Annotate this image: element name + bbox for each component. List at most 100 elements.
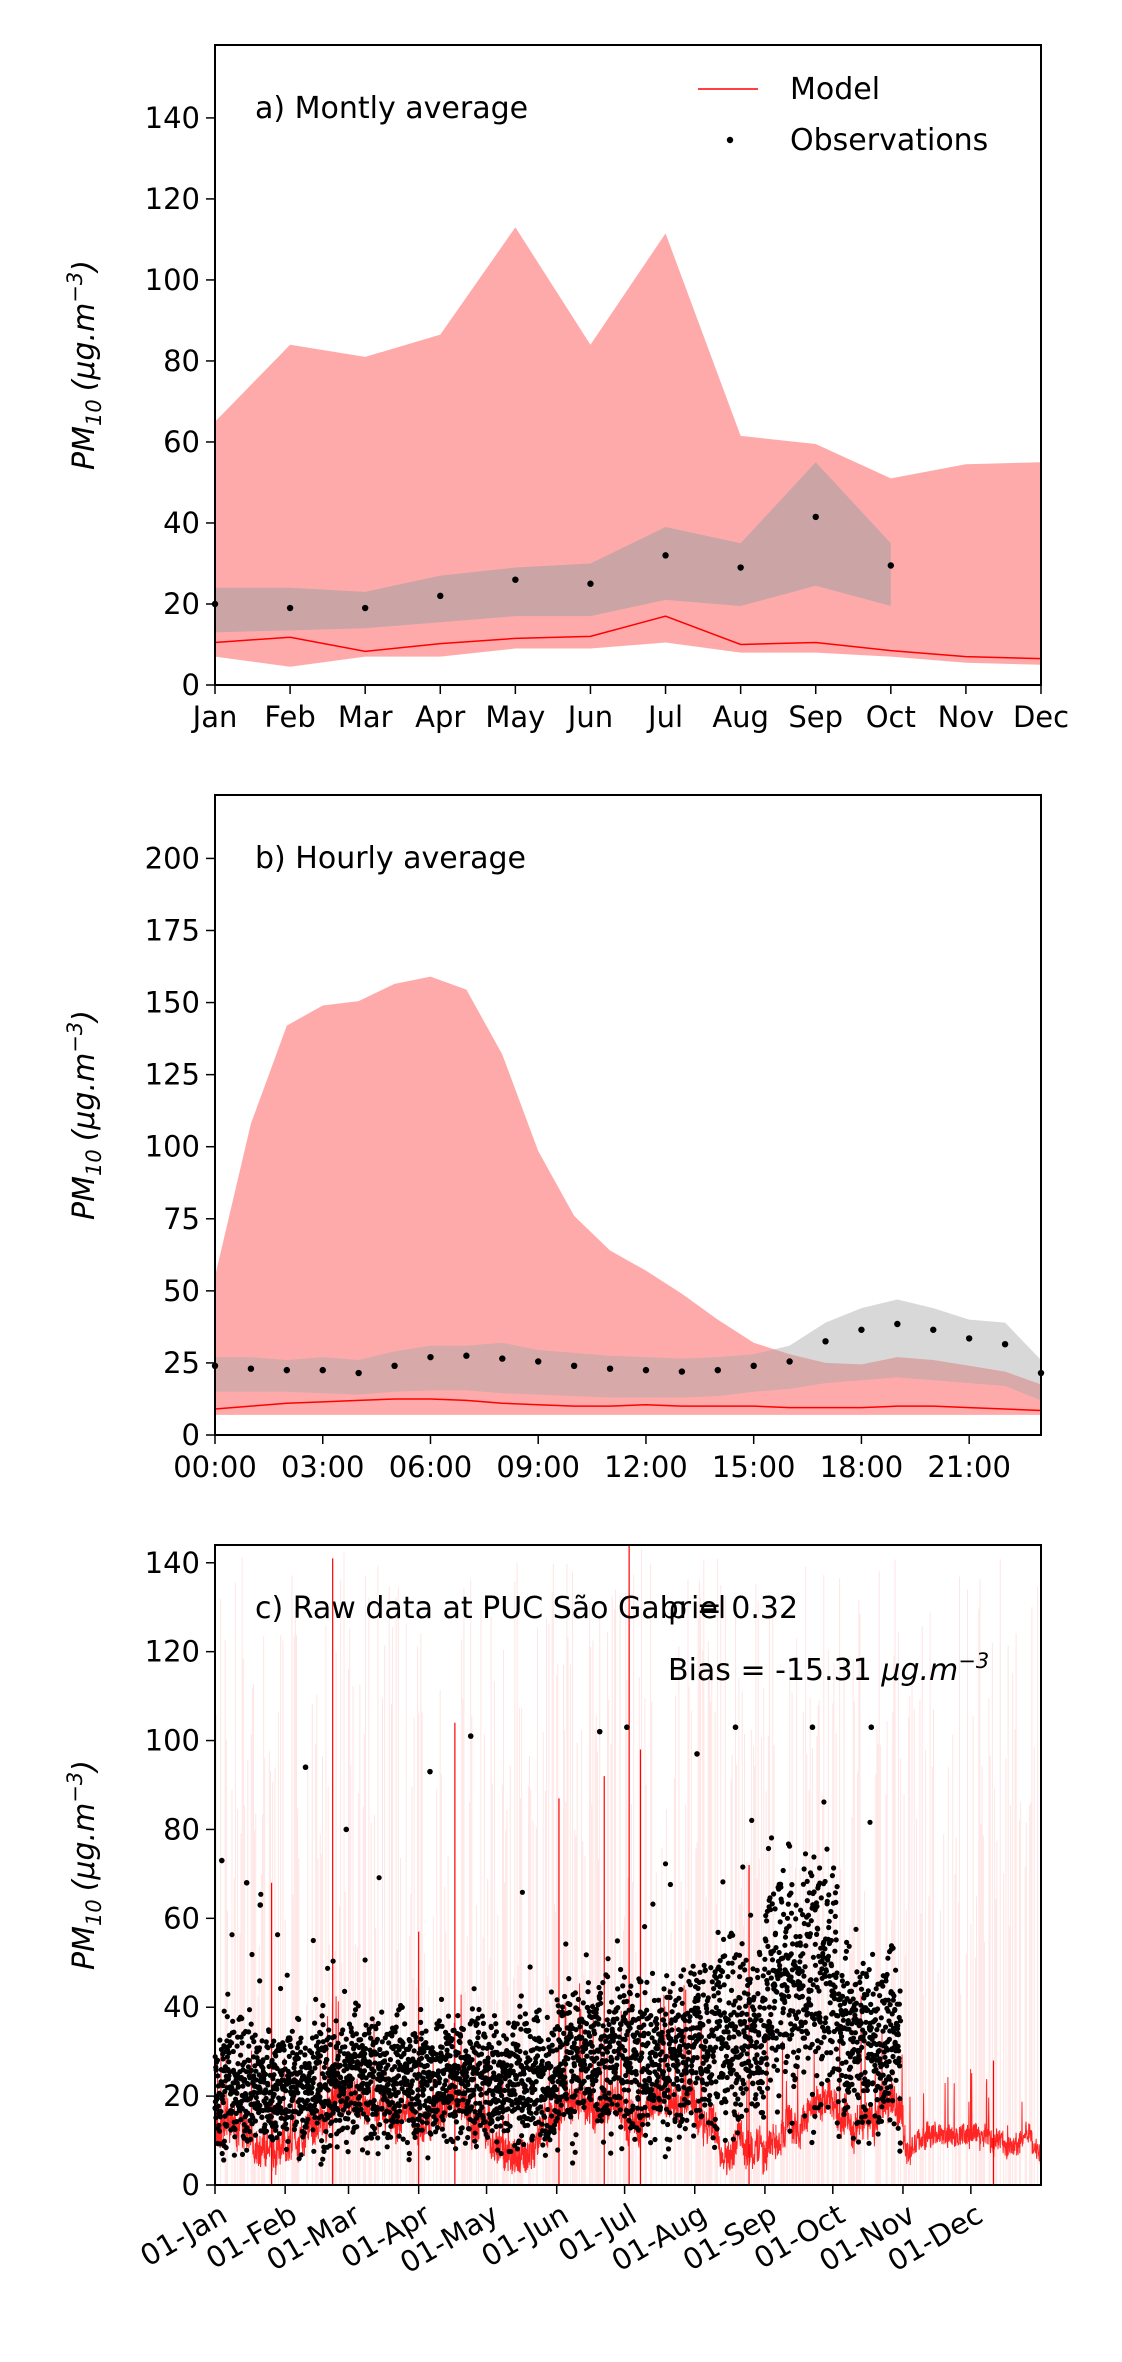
observation-point: [220, 2083, 226, 2089]
observation-point: [320, 2002, 326, 2009]
observation-point: [893, 1967, 899, 1973]
observation-point: [794, 2015, 800, 2021]
y-tick-label: 100: [145, 263, 200, 297]
observation-point: [340, 2125, 346, 2131]
model-line: [214, 615, 1042, 660]
observation-point: [835, 2099, 841, 2105]
observation-point: [880, 2072, 886, 2078]
observation-point: [889, 2070, 896, 2076]
observation-point: [527, 2033, 533, 2040]
observation-point: [662, 552, 669, 559]
observation-point: [736, 1952, 743, 1958]
observation-point: [389, 2033, 395, 2039]
observation-point: [425, 2105, 432, 2111]
observation-point: [858, 1986, 865, 1992]
observation-point: [712, 2116, 718, 2122]
observation-point: [225, 1991, 231, 1997]
observation-point: [357, 2101, 363, 2108]
observation-point: [793, 1902, 799, 1908]
observation-point: [530, 2115, 536, 2121]
observation-point: [644, 1979, 650, 1985]
observation-point: [662, 2154, 668, 2160]
observation-point: [425, 2155, 431, 2161]
observation-point: [890, 1945, 896, 1951]
observation-point: [772, 1930, 779, 1936]
y-axis-label: PM10(μg.m−3): [63, 1760, 106, 1970]
observation-point: [406, 2150, 412, 2157]
observation-point: [765, 2035, 771, 2041]
observation-point: [553, 2047, 560, 2053]
observation-point: [679, 2000, 685, 2006]
observation-point: [581, 2058, 587, 2064]
observation-point: [659, 2007, 665, 2013]
observation-point: [482, 2127, 488, 2133]
observation-point: [663, 2053, 669, 2059]
observation-point: [231, 2152, 237, 2158]
observation-point: [469, 2057, 475, 2063]
observation-point: [847, 2064, 854, 2070]
observation-point: [402, 2103, 408, 2110]
observation-point: [581, 2104, 587, 2110]
observation-point: [332, 2083, 338, 2090]
observation-point: [443, 2088, 449, 2094]
observation-point: [536, 2007, 542, 2013]
observation-point: [239, 2151, 246, 2157]
observation-point: [829, 2039, 835, 2045]
observation-point: [735, 2130, 741, 2136]
observation-point: [248, 2021, 254, 2027]
observation-point: [473, 2100, 479, 2106]
observation-point: [730, 1932, 736, 1938]
observation-point: [432, 2078, 438, 2084]
observation-point: [693, 2070, 699, 2076]
observation-point: [384, 2144, 390, 2150]
observation-point: [609, 2101, 615, 2107]
observation-point: [335, 2040, 341, 2046]
observation-point: [379, 2009, 385, 2015]
observation-point: [745, 1991, 751, 1997]
observation-point: [659, 2049, 665, 2055]
observation-point: [714, 1366, 721, 1374]
plot-frame: [214, 1544, 1042, 2186]
observation-point: [240, 2083, 246, 2089]
observation-point: [303, 2124, 309, 2130]
observation-point: [581, 2098, 587, 2104]
observation-point: [678, 1368, 686, 1375]
observation-point: [270, 2076, 276, 2082]
observation-point: [394, 2081, 400, 2087]
y-tick-label: 175: [145, 913, 200, 947]
observation-point: [305, 2116, 311, 2122]
observation-point: [239, 2015, 245, 2022]
y-tick-label: 140: [145, 101, 200, 135]
observation-point: [455, 2065, 462, 2071]
observation-point: [392, 2064, 398, 2070]
observation-point: [318, 2161, 324, 2167]
observation-point: [884, 1971, 890, 1978]
observation-point: [521, 2141, 527, 2148]
observation-point: [821, 1799, 827, 1805]
observation-point: [784, 2053, 791, 2059]
observation-point: [479, 2104, 485, 2110]
observation-point: [404, 2139, 410, 2146]
observation-point: [516, 2138, 522, 2144]
observation-point: [412, 2109, 419, 2115]
observation-point: [893, 2077, 899, 2083]
observation-point: [478, 2051, 485, 2057]
observation-point: [580, 2000, 586, 2006]
y-tick-label: 0: [182, 2168, 200, 2202]
observation-point: [709, 1979, 715, 1985]
observation-point: [737, 1974, 743, 1980]
observation-point: [571, 2040, 577, 2046]
observation-point: [433, 2051, 439, 2057]
observation-point: [773, 1945, 779, 1951]
observation-point: [822, 1946, 828, 1952]
observation-point: [568, 2050, 575, 2056]
observation-point: [866, 2140, 872, 2146]
observation-point: [317, 2094, 323, 2100]
observation-point: [868, 1724, 875, 1731]
observation-point: [510, 2032, 516, 2038]
observation-point: [744, 2011, 750, 2017]
observation-point: [470, 2092, 476, 2098]
observation-point: [238, 2117, 244, 2123]
observation-point: [547, 2129, 553, 2135]
observation-point: [896, 2001, 903, 2007]
